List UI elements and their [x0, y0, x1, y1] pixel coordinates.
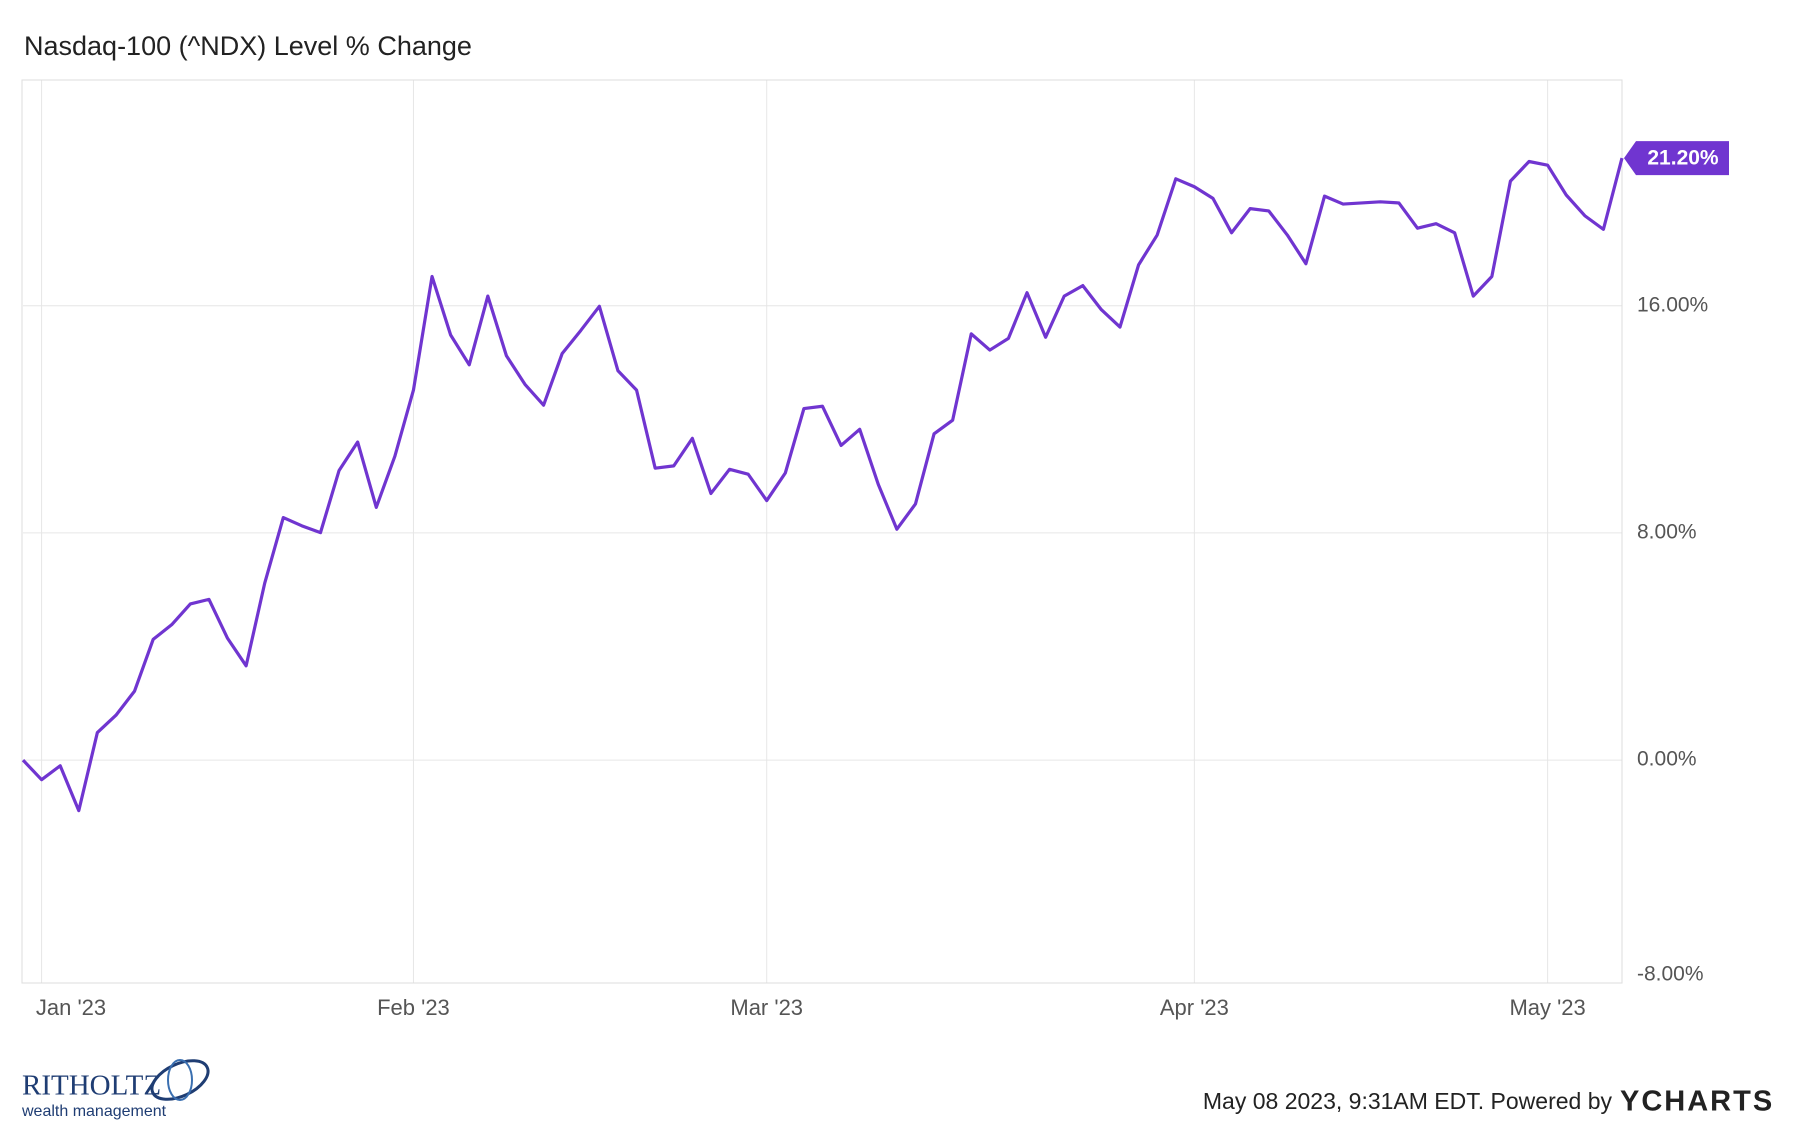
logo-globe-inner	[167, 1059, 193, 1101]
x-tick-label: Apr '23	[1160, 995, 1229, 1020]
y-tick-label: 16.00%	[1637, 293, 1708, 316]
x-tick-label: Jan '23	[36, 995, 106, 1020]
logo: RITHOLTZ	[22, 1070, 161, 1102]
value-label: 21.20%	[1647, 147, 1719, 170]
x-tick-label: Mar '23	[730, 995, 803, 1020]
x-tick-label: May '23	[1509, 995, 1585, 1020]
y-tick-label: 0.00%	[1637, 748, 1697, 771]
data-line	[21, 157, 1624, 813]
y-tick-label: 8.00%	[1637, 520, 1697, 543]
footer: May 08 2023, 9:31AM EDT. Powered by	[1203, 1088, 1613, 1114]
brand: YCHARTS	[1620, 1086, 1774, 1118]
chart-title: Nasdaq-100 (^NDX) Level % Change	[24, 31, 472, 61]
value-label-box	[1624, 141, 1729, 176]
logo-sub: wealth management	[21, 1103, 167, 1120]
logo-globe	[150, 1059, 210, 1101]
plot-frame	[21, 79, 1623, 984]
x-tick-label: Feb '23	[377, 995, 450, 1020]
y-tick-label: -8.00%	[1637, 963, 1704, 986]
